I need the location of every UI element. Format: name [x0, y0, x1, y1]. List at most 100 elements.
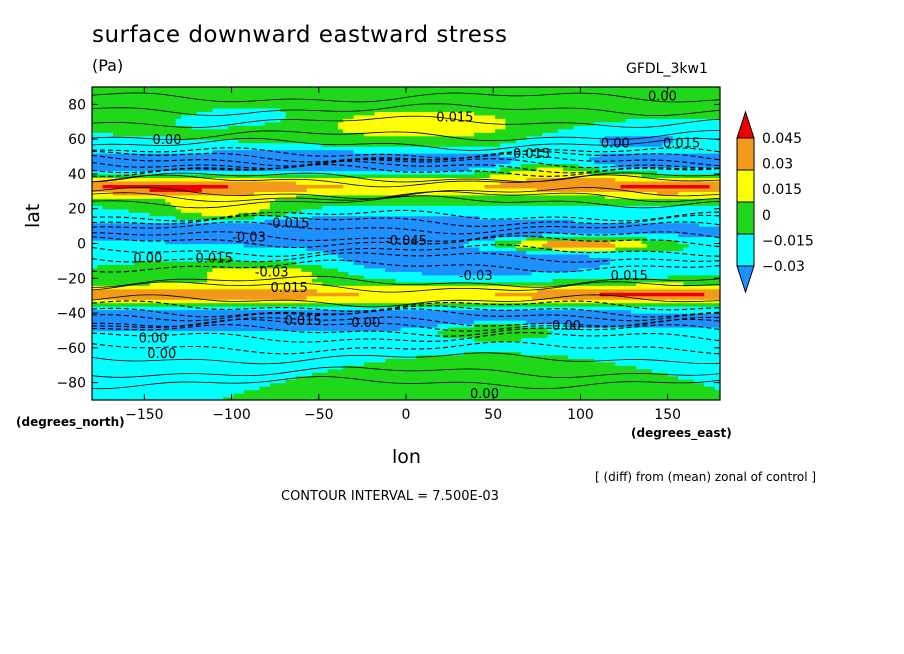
contour-line: [92, 214, 720, 227]
contour-label: 0.00: [648, 90, 677, 105]
field-cell: [610, 260, 720, 265]
field-cell: [92, 281, 151, 286]
field-cell: [547, 333, 720, 338]
field-cell: [714, 386, 720, 391]
contour-label: 0.00: [601, 137, 630, 152]
field-cell: [620, 184, 711, 189]
contour-label: 0.015: [284, 314, 321, 329]
field-cell: [542, 243, 616, 248]
field-cell: [631, 309, 720, 314]
field-cell: [175, 118, 281, 123]
contour-line: [92, 115, 720, 128]
field-cell: [536, 187, 720, 192]
field-cell: [494, 128, 559, 133]
field-cell: [92, 323, 438, 328]
field-cell: [92, 375, 297, 380]
contour-line: [92, 235, 720, 249]
field-cell: [92, 173, 491, 179]
colorbar-label: −0.03: [762, 259, 805, 275]
field-cell: [92, 125, 193, 130]
field-cell: [92, 271, 208, 276]
field-cell: [92, 299, 720, 304]
contour-line: [92, 160, 720, 174]
field-cell: [672, 139, 720, 144]
field-cell: [92, 229, 720, 234]
field-cell: [474, 323, 522, 328]
field-cell: [474, 111, 720, 116]
field-cell: [238, 212, 287, 217]
field-cell: [568, 354, 720, 359]
contour-line: [92, 147, 720, 159]
contour-line: [92, 209, 720, 222]
field-cell: [364, 132, 475, 137]
x-tick-label: −100: [212, 407, 250, 423]
field-cell: [92, 264, 98, 269]
field-cell: [599, 153, 720, 158]
contour-label: 0.00: [133, 251, 162, 266]
y-tick-label: −40: [56, 306, 86, 322]
field-cell: [599, 139, 674, 144]
field-cell: [301, 208, 720, 213]
field-cell: [557, 128, 720, 133]
field-cell: [479, 246, 517, 252]
contour-line: [92, 221, 720, 235]
field-cell: [610, 142, 664, 147]
field-cell: [494, 236, 527, 241]
field-cell: [92, 128, 344, 133]
contour-line: [92, 103, 720, 117]
field-cell: [510, 160, 595, 165]
field-cell: [301, 267, 339, 272]
field-cell: [92, 184, 104, 189]
contour-line: [92, 92, 720, 103]
field-cell: [678, 375, 720, 380]
field-cell: [604, 194, 720, 199]
contour-line: [92, 366, 720, 378]
contour-label: -0.03: [459, 269, 493, 284]
field-cell: [180, 208, 261, 213]
field-cell: [259, 208, 302, 213]
field-cell: [604, 135, 674, 140]
field-cell: [92, 180, 297, 185]
field-cell: [92, 132, 114, 137]
field-cell: [322, 205, 720, 210]
field-cell: [92, 361, 365, 366]
contour-label: 0.00: [153, 133, 182, 148]
field-cell: [92, 139, 240, 144]
field-cell: [343, 365, 637, 370]
field-cell: [175, 215, 255, 220]
field-cell: [494, 243, 517, 248]
field-cell: [92, 146, 720, 151]
contour-label: -0.045: [385, 234, 427, 249]
field-cell: [175, 121, 266, 126]
field-cell: [688, 243, 720, 248]
field-cell: [92, 313, 720, 318]
field-cell: [317, 274, 365, 279]
field-cell: [327, 368, 653, 373]
field-cell: [667, 372, 720, 377]
x-tick-label: 0: [402, 407, 411, 423]
field-cell: [92, 295, 308, 300]
field-cell: [306, 295, 533, 300]
field-cell: [180, 114, 287, 119]
field-cell: [92, 205, 104, 210]
field-cell: [526, 250, 720, 255]
field-cell: [102, 184, 229, 189]
contour-line: [92, 324, 720, 337]
field-cell: [92, 288, 318, 293]
x-tick-label: 150: [654, 407, 681, 423]
contour-line: [92, 294, 720, 308]
field-cell: [149, 281, 323, 286]
field-cell: [337, 267, 386, 272]
field-cell: [704, 382, 720, 387]
field-cell: [636, 365, 720, 370]
contour-line: [92, 376, 720, 390]
field-cell: [165, 198, 276, 203]
field-cell: [615, 243, 648, 248]
field-cell: [515, 156, 590, 161]
field-cell: [641, 240, 679, 245]
field-cell: [463, 351, 522, 356]
field-cell: [228, 184, 344, 189]
field-cell: [552, 278, 720, 283]
field-cell: [521, 337, 720, 342]
contour-label: 0.00: [139, 331, 168, 346]
